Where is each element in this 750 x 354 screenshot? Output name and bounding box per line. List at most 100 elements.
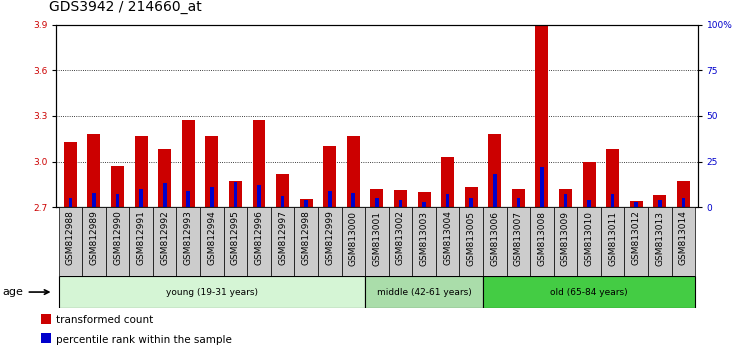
Bar xyxy=(530,207,554,276)
Text: GSM812996: GSM812996 xyxy=(254,211,263,266)
Bar xyxy=(536,25,548,207)
Text: GSM813009: GSM813009 xyxy=(561,211,570,266)
Bar xyxy=(394,190,407,207)
Bar xyxy=(564,194,567,207)
Bar xyxy=(41,333,50,343)
Bar xyxy=(506,207,530,276)
Text: GSM812991: GSM812991 xyxy=(136,211,146,266)
Bar xyxy=(365,207,388,276)
Text: GSM813005: GSM813005 xyxy=(466,211,476,266)
Bar xyxy=(253,120,266,207)
Bar xyxy=(41,314,50,324)
Text: middle (42-61 years): middle (42-61 years) xyxy=(376,287,472,297)
Bar xyxy=(671,207,695,276)
Bar xyxy=(493,174,496,207)
Text: GSM813011: GSM813011 xyxy=(608,211,617,266)
Bar xyxy=(559,189,572,207)
Bar xyxy=(304,200,308,207)
Bar xyxy=(88,134,100,207)
Text: GSM812993: GSM812993 xyxy=(184,211,193,266)
Text: GSM813006: GSM813006 xyxy=(490,211,500,266)
Bar xyxy=(625,207,648,276)
Bar xyxy=(294,207,318,276)
Text: GSM813007: GSM813007 xyxy=(514,211,523,266)
Bar xyxy=(158,149,171,207)
Bar xyxy=(210,187,214,207)
Bar xyxy=(116,194,119,207)
Bar xyxy=(111,166,124,207)
Text: GSM812990: GSM812990 xyxy=(113,211,122,266)
Bar xyxy=(233,182,237,207)
Text: GSM813014: GSM813014 xyxy=(679,211,688,266)
Bar xyxy=(682,198,686,207)
Text: GSM813010: GSM813010 xyxy=(584,211,593,266)
Bar xyxy=(413,207,436,276)
Bar xyxy=(465,187,478,207)
Bar xyxy=(58,207,82,276)
Bar xyxy=(257,185,261,207)
Bar xyxy=(106,207,129,276)
Text: percentile rank within the sample: percentile rank within the sample xyxy=(56,335,232,345)
Bar xyxy=(540,167,544,207)
Text: age: age xyxy=(3,287,49,297)
Bar xyxy=(280,196,284,207)
Bar xyxy=(92,193,96,207)
Bar xyxy=(587,200,591,207)
Bar xyxy=(68,198,72,207)
Bar xyxy=(554,207,578,276)
Text: GSM812999: GSM812999 xyxy=(326,211,334,266)
Text: GSM813001: GSM813001 xyxy=(372,211,381,266)
Bar xyxy=(460,207,483,276)
Text: transformed count: transformed count xyxy=(56,315,154,325)
Bar xyxy=(446,194,449,207)
Bar xyxy=(82,207,106,276)
Text: GSM813000: GSM813000 xyxy=(349,211,358,266)
Bar xyxy=(206,136,218,207)
Bar xyxy=(135,136,148,207)
Text: old (65-84 years): old (65-84 years) xyxy=(550,287,628,297)
Bar xyxy=(153,207,176,276)
Text: GSM812988: GSM812988 xyxy=(66,211,75,266)
Bar xyxy=(352,193,355,207)
Bar xyxy=(610,194,614,207)
Bar xyxy=(328,191,332,207)
Bar xyxy=(200,207,223,276)
Bar xyxy=(583,161,596,207)
Bar xyxy=(64,142,77,207)
Bar xyxy=(346,136,360,207)
Text: GSM813008: GSM813008 xyxy=(538,211,547,266)
Bar xyxy=(182,120,195,207)
Bar xyxy=(418,192,430,207)
Bar xyxy=(483,276,695,308)
Bar xyxy=(488,134,501,207)
Bar xyxy=(399,200,402,207)
Bar xyxy=(658,200,662,207)
Bar xyxy=(370,189,383,207)
Bar xyxy=(129,207,153,276)
Bar xyxy=(676,181,690,207)
Bar xyxy=(318,207,341,276)
Bar xyxy=(163,183,166,207)
Text: GSM812995: GSM812995 xyxy=(231,211,240,266)
Bar xyxy=(601,207,625,276)
Text: GSM813012: GSM813012 xyxy=(632,211,640,266)
Bar xyxy=(470,198,473,207)
Text: GSM812992: GSM812992 xyxy=(160,211,170,265)
Bar xyxy=(441,157,454,207)
Bar xyxy=(341,207,365,276)
Bar xyxy=(248,207,271,276)
Text: GSM812994: GSM812994 xyxy=(207,211,216,265)
Bar xyxy=(229,181,242,207)
Bar xyxy=(388,207,412,276)
Bar xyxy=(176,207,200,276)
Bar xyxy=(517,198,520,207)
Bar xyxy=(422,202,426,207)
Bar xyxy=(578,207,601,276)
Bar xyxy=(648,207,671,276)
Bar xyxy=(606,149,619,207)
Bar xyxy=(271,207,294,276)
Text: GSM813004: GSM813004 xyxy=(443,211,452,266)
Bar xyxy=(187,191,190,207)
Bar xyxy=(365,276,483,308)
Bar xyxy=(300,200,313,207)
